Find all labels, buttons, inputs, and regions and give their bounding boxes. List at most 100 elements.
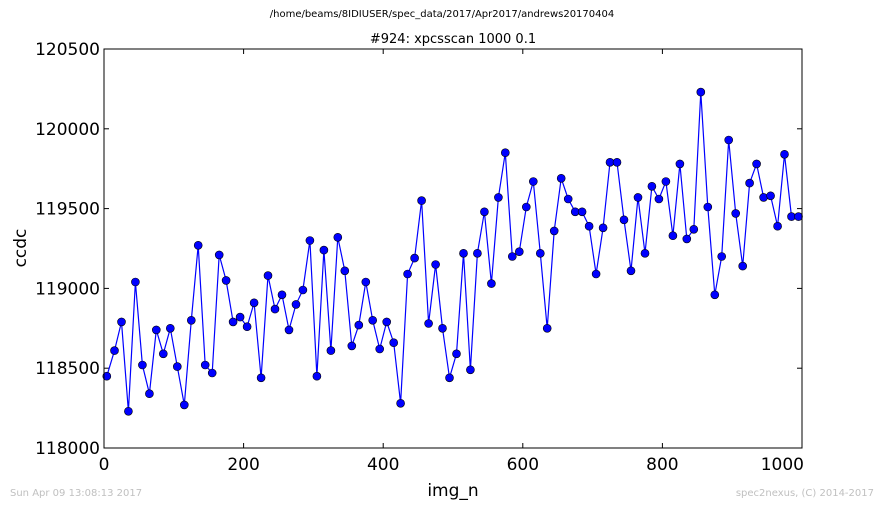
data-point <box>410 253 419 263</box>
data-point <box>759 193 768 202</box>
data-point <box>326 346 336 355</box>
data-point <box>584 221 594 231</box>
data-point <box>159 349 168 359</box>
data-point <box>724 135 734 145</box>
data-point <box>500 148 510 157</box>
data-point <box>424 319 433 328</box>
data-point <box>319 245 329 255</box>
data-point <box>124 406 133 416</box>
data-point <box>780 150 789 159</box>
data-point <box>403 269 412 279</box>
data-point <box>549 226 559 236</box>
data-point <box>131 277 140 287</box>
data-point <box>668 231 678 240</box>
data-point <box>640 249 650 258</box>
data-point <box>173 362 182 371</box>
data-point <box>480 207 489 217</box>
data-point <box>298 285 308 295</box>
data-point <box>354 320 364 330</box>
file-path-title: /home/beams/8IDIUSER/spec_data/2017/Apr2… <box>269 9 615 20</box>
data-point <box>619 215 629 225</box>
data-point <box>466 365 475 375</box>
data-point <box>473 249 482 258</box>
data-point <box>535 249 545 258</box>
data-point <box>152 325 161 335</box>
data-point <box>291 300 301 309</box>
data-point <box>389 338 399 348</box>
data-point <box>703 202 713 212</box>
data-point <box>277 290 287 300</box>
data-point <box>347 341 357 351</box>
data-point <box>305 236 315 245</box>
data-point <box>494 193 503 202</box>
y-tick-label: 118000 <box>35 439 100 459</box>
data-point <box>675 159 685 169</box>
data-point <box>661 177 671 186</box>
data-series <box>102 87 803 416</box>
data-point <box>521 202 531 212</box>
data-point <box>200 360 210 370</box>
footer-timestamp: Sun Apr 09 13:08:13 2017 <box>10 488 143 499</box>
y-tick-label: 119000 <box>35 279 100 299</box>
x-axis-label: img_n <box>427 481 478 501</box>
x-tick-label: 1000 <box>761 455 804 475</box>
data-point <box>445 373 454 383</box>
data-point <box>382 317 392 327</box>
data-point <box>654 194 664 204</box>
data-point <box>563 194 573 204</box>
data-point <box>249 298 259 308</box>
data-point <box>396 398 405 408</box>
data-point <box>794 212 803 221</box>
data-point <box>459 249 468 258</box>
y-tick-label: 119500 <box>35 200 100 220</box>
chart-title: #924: xpcsscan 1000 0.1 <box>370 32 536 47</box>
data-point <box>417 196 426 205</box>
data-point <box>333 233 343 242</box>
data-point <box>528 177 538 186</box>
data-point <box>766 191 775 201</box>
data-point <box>738 261 748 271</box>
x-tick-label: 200 <box>227 455 259 475</box>
data-point <box>487 279 496 288</box>
data-point <box>556 174 566 183</box>
data-point <box>507 252 517 261</box>
data-point <box>207 368 217 378</box>
data-point <box>452 349 461 359</box>
data-point <box>431 260 440 269</box>
data-point <box>717 252 727 261</box>
data-point <box>689 225 699 234</box>
data-point <box>542 323 552 333</box>
data-point <box>221 276 231 285</box>
data-point <box>368 315 378 325</box>
data-point <box>110 346 119 355</box>
y-tick-label: 120000 <box>35 120 100 140</box>
data-point <box>696 87 706 97</box>
series-line <box>106 92 799 412</box>
x-tick-label: 600 <box>507 455 539 475</box>
data-point <box>263 271 273 280</box>
data-point <box>180 400 189 410</box>
data-point <box>102 371 112 381</box>
data-point <box>242 322 252 332</box>
data-point <box>577 207 587 217</box>
data-point <box>710 290 720 300</box>
data-point <box>270 304 280 314</box>
data-point <box>598 223 608 233</box>
data-point <box>514 247 524 256</box>
data-point <box>145 389 154 399</box>
data-point <box>626 266 636 276</box>
data-point <box>438 323 447 333</box>
y-axis-ticks: 118000 118500 119000 119500 120000 120500 <box>35 40 802 459</box>
data-point <box>117 317 126 327</box>
data-point <box>745 178 754 188</box>
data-point <box>187 315 196 325</box>
data-point <box>752 159 761 169</box>
data-point <box>633 193 643 202</box>
y-tick-label: 120500 <box>35 40 100 60</box>
data-point <box>612 158 622 167</box>
data-point <box>731 209 741 218</box>
data-point <box>228 317 238 327</box>
data-point <box>256 373 266 383</box>
data-point <box>193 241 203 250</box>
